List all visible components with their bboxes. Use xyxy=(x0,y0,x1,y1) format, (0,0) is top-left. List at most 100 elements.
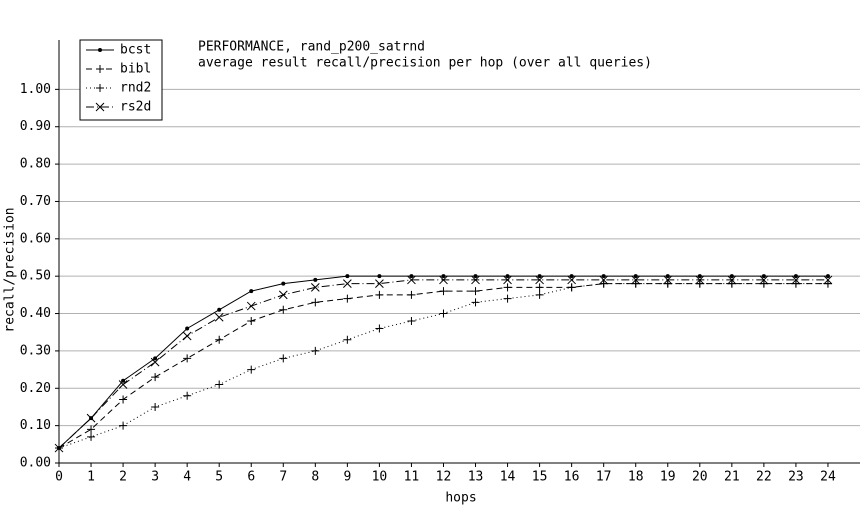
marker-dot xyxy=(633,274,638,279)
marker-cross xyxy=(567,275,576,285)
x-tick-label: 2 xyxy=(119,470,127,485)
y-tick-label: 0.70 xyxy=(20,194,51,209)
marker-cross xyxy=(86,413,96,423)
x-tick-label: 8 xyxy=(311,470,319,485)
marker-dot xyxy=(121,378,126,383)
marker-cross xyxy=(54,443,64,453)
marker-dot xyxy=(697,274,702,279)
marker-cross xyxy=(246,301,256,311)
marker xyxy=(505,274,510,279)
marker xyxy=(151,373,160,382)
marker-cross xyxy=(214,312,224,322)
marker xyxy=(183,354,192,363)
marker xyxy=(697,274,702,279)
x-tick-label: 24 xyxy=(820,470,836,485)
marker xyxy=(439,309,448,318)
marker xyxy=(407,275,416,285)
marker xyxy=(503,283,512,292)
marker-dot xyxy=(98,48,102,52)
y-tick-label: 0.20 xyxy=(20,381,51,396)
marker xyxy=(247,317,256,326)
marker xyxy=(95,102,105,112)
marker-plus xyxy=(96,84,104,92)
marker xyxy=(567,283,576,292)
marker xyxy=(663,275,673,285)
marker-plus xyxy=(96,65,104,73)
marker-dot xyxy=(153,356,158,361)
marker xyxy=(759,279,768,288)
chart-subtitle: average result recall/precision per hop … xyxy=(198,56,652,71)
marker-cross xyxy=(95,102,105,112)
x-tick-label: 21 xyxy=(724,470,740,485)
marker xyxy=(695,279,704,288)
marker-plus xyxy=(471,298,480,307)
marker xyxy=(87,425,96,434)
x-tick-label: 0 xyxy=(55,470,63,485)
x-tick-label: 17 xyxy=(596,470,612,485)
marker-plus xyxy=(279,354,288,363)
marker-cross xyxy=(631,275,641,285)
marker-plus xyxy=(503,283,512,292)
marker-cross xyxy=(439,275,448,285)
marker xyxy=(471,298,480,307)
marker-cross xyxy=(759,275,769,285)
y-tick-label: 0.90 xyxy=(20,119,51,134)
marker xyxy=(279,354,288,363)
marker-plus xyxy=(759,279,768,288)
x-tick-label: 5 xyxy=(215,470,223,485)
marker-cross xyxy=(535,275,544,285)
marker xyxy=(535,275,544,285)
y-tick-label: 1.00 xyxy=(20,82,51,97)
marker xyxy=(599,275,609,285)
y-axis-label: recall/precision xyxy=(3,207,18,332)
marker-cross xyxy=(503,275,512,285)
marker-plus xyxy=(183,391,192,400)
x-tick-label: 3 xyxy=(151,470,159,485)
marker xyxy=(96,84,104,92)
marker xyxy=(825,274,830,279)
marker xyxy=(761,274,766,279)
marker-cross xyxy=(471,275,480,285)
marker-cross xyxy=(727,275,737,285)
x-tick-label: 19 xyxy=(660,470,676,485)
marker-plus xyxy=(823,279,832,288)
marker xyxy=(537,274,542,279)
marker-dot xyxy=(345,274,350,279)
marker xyxy=(665,274,670,279)
marker-plus xyxy=(343,294,352,303)
marker-plus xyxy=(119,421,128,430)
marker-plus xyxy=(215,335,224,344)
marker-dot xyxy=(537,274,542,279)
marker xyxy=(759,275,769,285)
marker-plus xyxy=(663,279,672,288)
series-line xyxy=(58,279,828,449)
marker-dot xyxy=(313,277,318,282)
marker xyxy=(409,274,414,279)
y-tick-label: 0.30 xyxy=(20,343,51,358)
marker-plus xyxy=(247,317,256,326)
marker xyxy=(823,275,833,285)
marker xyxy=(118,380,128,389)
marker-plus xyxy=(87,425,96,434)
marker-plus xyxy=(567,283,576,292)
marker-plus xyxy=(87,432,96,441)
marker-cross xyxy=(310,283,320,292)
series-line xyxy=(58,275,828,449)
chart-title: PERFORMANCE, rand_p200_satrnd xyxy=(198,40,425,55)
marker-plus xyxy=(343,335,352,344)
marker xyxy=(279,305,288,314)
marker xyxy=(663,279,672,288)
marker xyxy=(375,279,384,289)
marker xyxy=(119,395,128,404)
marker xyxy=(310,283,320,292)
x-tick-label: 9 xyxy=(343,470,351,485)
marker xyxy=(601,274,606,279)
marker-dot xyxy=(665,274,670,279)
marker-cross xyxy=(182,331,192,341)
x-tick-label: 7 xyxy=(279,470,287,485)
marker xyxy=(311,298,320,307)
marker xyxy=(631,275,641,285)
marker xyxy=(729,274,734,279)
marker xyxy=(215,335,224,344)
marker-plus xyxy=(727,279,736,288)
